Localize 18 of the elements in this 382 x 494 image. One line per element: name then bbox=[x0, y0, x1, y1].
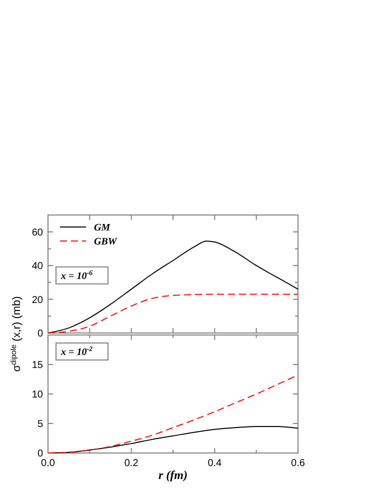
annotation: x = 10$^{-6}$ bbox=[60, 268, 94, 282]
x-tick-label: 0.2 bbox=[124, 458, 139, 469]
y-tick-label: 5 bbox=[37, 419, 44, 430]
x-tick-label: 0.6 bbox=[291, 458, 306, 469]
y-tick-label: 15 bbox=[32, 360, 44, 371]
y-tick-label: 20 bbox=[32, 294, 44, 306]
x-axis-title: r (fm) bbox=[158, 468, 188, 482]
legend-label: GBW bbox=[94, 236, 118, 248]
y-tick-label: 40 bbox=[32, 261, 44, 272]
y-tick-label: 10 bbox=[32, 390, 44, 400]
x-tick-label: 0.0 bbox=[41, 458, 56, 469]
legend-label: GM bbox=[94, 222, 112, 234]
x-tick-label: 0.4 bbox=[208, 458, 222, 469]
y-tick-label: 0 bbox=[37, 328, 44, 340]
annotation: x = 10$^{-2}$ bbox=[60, 345, 94, 358]
y-tick-label: 60 bbox=[32, 227, 44, 238]
line-series bbox=[48, 294, 298, 334]
y-tick-label: 0 bbox=[37, 448, 44, 460]
